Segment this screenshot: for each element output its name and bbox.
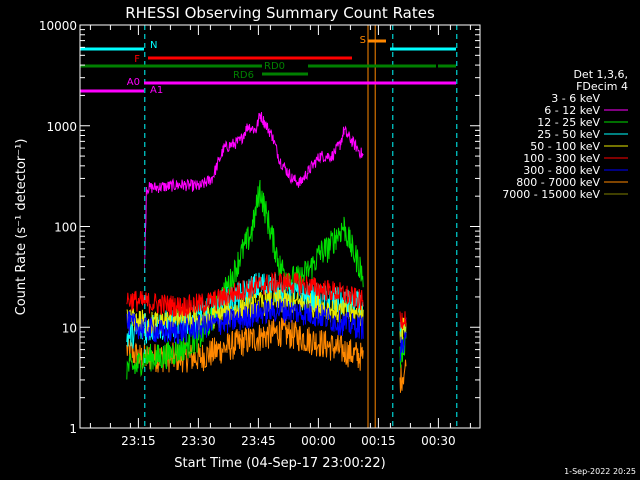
x-tick-label: 23:15 — [121, 434, 156, 448]
x-tick-label: 00:15 — [361, 434, 396, 448]
y-tick-label: 100 — [54, 221, 77, 235]
series-layer — [126, 111, 407, 393]
y-tick-label: 10000 — [39, 19, 77, 33]
x-tick-label: 00:00 — [301, 434, 336, 448]
legend-entry-label: 3 - 6 keV — [551, 92, 600, 105]
markers-layer — [144, 25, 458, 428]
legend-header-line: FDecim 4 — [576, 80, 628, 93]
legend-entry-label: 7000 - 15000 keV — [502, 188, 600, 201]
flag-label-S: S — [360, 35, 366, 46]
flag-label-RD0: RD0 — [264, 61, 285, 72]
flag-label-F: F — [134, 54, 140, 65]
footer-timestamp: 1-Sep-2022 20:25 — [564, 467, 636, 476]
flags-layer: NF S RD0 RD6 A0 A1 — [80, 35, 456, 96]
flag-label-RD6: RD6 — [233, 70, 254, 81]
chart-title: RHESSI Observing Summary Count Rates — [125, 4, 435, 22]
y-tick-label: 1000 — [46, 120, 77, 134]
legend-entry-label: 6 - 12 keV — [544, 104, 600, 117]
x-tick-label: 23:30 — [181, 434, 216, 448]
legend-entry-label: 300 - 800 keV — [523, 164, 600, 177]
y-tick-label: 10 — [62, 321, 77, 335]
legend-entry-label: 800 - 7000 keV — [516, 176, 600, 189]
series-6-trace — [126, 298, 407, 362]
y-tick-label: 1 — [69, 422, 77, 436]
legend-entry-label: 25 - 50 keV — [537, 128, 600, 141]
x-tick-label: 23:45 — [241, 434, 276, 448]
y-axis-label: Count Rate (s⁻¹ detector⁻¹) — [14, 139, 29, 316]
flag-label-N: N — [150, 40, 157, 51]
axes-layer: 1 10 100 1000 10000 23:15 23:30 23:45 00:00 00:15… — [39, 19, 480, 448]
x-axis-label: Start Time (04-Sep-17 23:00:22) — [174, 456, 385, 471]
x-tick-label: 00:30 — [421, 434, 456, 448]
series-5-trace — [126, 271, 407, 329]
legend-header-line: Det 1,3,6, — [573, 68, 628, 81]
legend-entry-label: 100 - 300 keV — [523, 152, 600, 165]
flag-label-A0: A0 — [127, 77, 140, 88]
legend-entry-label: 50 - 100 keV — [530, 140, 600, 153]
legend-entry-label: 12 - 25 keV — [537, 116, 600, 129]
flag-label-A1: A1 — [150, 85, 163, 96]
